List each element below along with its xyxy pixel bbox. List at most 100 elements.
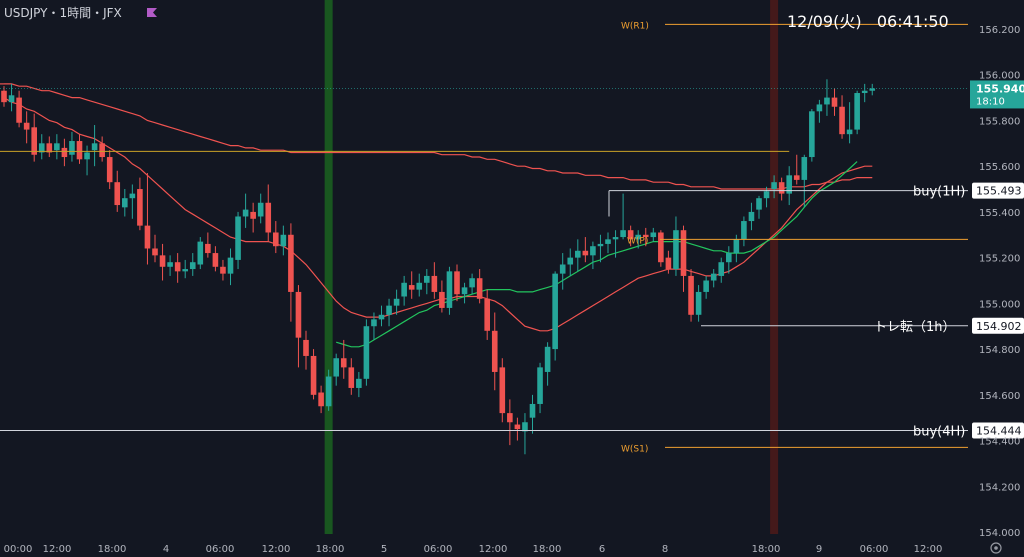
candle-body	[99, 143, 105, 158]
price-tag-box	[972, 317, 1024, 334]
candle-body	[763, 191, 770, 199]
candle-body	[544, 346, 551, 372]
candle-body	[182, 269, 188, 272]
settings-icon[interactable]	[990, 542, 1002, 554]
price-tag-box	[972, 422, 1024, 439]
x-tick-label: 4	[163, 544, 169, 555]
candle-body	[114, 182, 121, 206]
candle-body	[250, 211, 256, 219]
y-tick-label: 154.200	[979, 482, 1020, 493]
candle-body	[491, 330, 498, 372]
candle-body	[454, 271, 460, 295]
candle-body	[408, 285, 415, 290]
candle-body	[469, 278, 475, 288]
level-label: buy(1H)	[913, 185, 965, 200]
candle-body	[8, 95, 15, 103]
x-tick-label: 6	[599, 544, 605, 555]
candle-body	[159, 255, 166, 267]
candle-body	[824, 97, 830, 105]
candle-body	[816, 104, 823, 112]
candle-body	[567, 257, 574, 265]
y-tick-label: 155.200	[979, 254, 1020, 265]
pivot-label: W(R1)	[621, 21, 649, 31]
candle-body	[212, 253, 219, 267]
y-tick-label: 156.000	[979, 71, 1020, 82]
symbol-title[interactable]: USDJPY・1時間・JFX	[4, 6, 122, 20]
candle-body	[129, 193, 136, 199]
flag-icon[interactable]	[147, 8, 157, 17]
x-tick-label: 06:00	[424, 544, 453, 555]
candle-body	[484, 298, 490, 331]
y-tick-label: 155.400	[979, 208, 1020, 219]
candle-body	[242, 209, 249, 217]
candle-body	[582, 250, 589, 256]
candle-body	[642, 234, 649, 238]
candle-body	[235, 216, 241, 260]
candle-body	[54, 143, 60, 151]
candle-body	[854, 93, 860, 130]
candle-body	[167, 262, 173, 267]
candle-body	[522, 422, 528, 432]
candle-body	[793, 175, 800, 180]
candle-body	[710, 273, 717, 281]
candle-body	[778, 182, 785, 194]
candle-body	[635, 234, 641, 240]
candle-body	[416, 282, 423, 290]
candle-body	[597, 243, 604, 247]
candle-body	[257, 202, 264, 217]
candle-body	[786, 175, 792, 194]
y-tick-label: 154.400	[979, 437, 1020, 448]
candle-body	[537, 367, 543, 404]
candle-body	[431, 275, 438, 292]
candle-body	[16, 97, 22, 123]
candle-body	[695, 291, 702, 315]
candle-body	[831, 97, 838, 107]
candle-body	[733, 239, 740, 254]
candle-body	[756, 198, 762, 210]
y-tick-label: 154.600	[979, 391, 1020, 402]
candle-body	[559, 264, 566, 274]
candle-body	[718, 262, 725, 276]
candle-body	[371, 319, 377, 327]
candle-body	[318, 392, 324, 407]
levels-layer: W(R1) W(P) W(S1) buy(1H) 155.493 トレ転（1h） 154.9…	[0, 21, 1024, 454]
current-price-box	[970, 80, 1024, 109]
candle-body	[461, 287, 468, 295]
pivot-label: W(S1)	[621, 444, 648, 454]
candle-body	[288, 234, 294, 292]
candle-body	[23, 122, 30, 130]
x-tick-label: 06:00	[860, 544, 889, 555]
candle-body	[325, 376, 332, 407]
y-tick-label: 155.800	[979, 116, 1020, 127]
price-tag-text: 154.444	[976, 424, 1022, 437]
candle-body	[333, 358, 339, 377]
highlight-column-red	[770, 0, 779, 534]
candle-body	[137, 189, 143, 226]
price-tag-box	[972, 182, 1024, 199]
candle-body	[424, 275, 430, 283]
candle-body	[665, 257, 672, 270]
candle-body	[748, 211, 755, 222]
candle-body	[507, 413, 513, 423]
candle-body	[205, 243, 211, 254]
y-tick-label: 154.800	[979, 345, 1020, 356]
candle-body	[741, 221, 747, 240]
candle-body	[552, 273, 558, 350]
candle-body	[605, 239, 611, 244]
candle-body	[650, 232, 657, 238]
candle-body	[869, 88, 876, 91]
candle-body	[295, 291, 302, 338]
x-tick-label: 18:00	[533, 544, 562, 555]
candle-body	[846, 129, 853, 135]
candle-body	[658, 232, 664, 263]
candle-body	[227, 257, 234, 274]
candle-body	[499, 367, 506, 414]
candle-body	[393, 298, 400, 306]
candle-body	[76, 141, 83, 160]
sma-mid-line	[3, 97, 873, 332]
x-tick-label: 00:00	[4, 544, 33, 555]
candle-body	[378, 314, 385, 320]
x-tick-label: 18:00	[752, 544, 781, 555]
sma-long-line	[4, 83, 873, 190]
